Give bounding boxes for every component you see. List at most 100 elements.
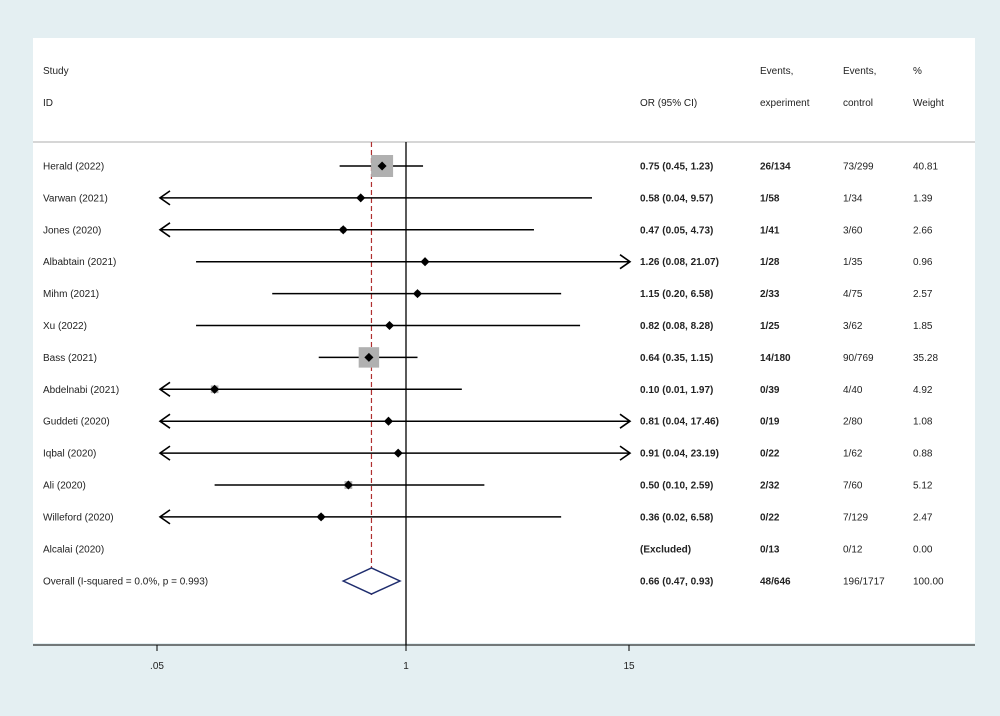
point-estimate bbox=[383, 416, 394, 426]
events-experiment: 1/58 bbox=[760, 193, 780, 204]
ci-arrow-left bbox=[158, 381, 171, 397]
study-row: Ali (2020) 0.50 (0.10, 2.59) 2/32 7/60 5.12 bbox=[43, 480, 933, 492]
header-events-exp-line1: Events, bbox=[760, 66, 793, 77]
events-experiment: 1/28 bbox=[760, 257, 780, 268]
weight-value: 2.57 bbox=[913, 289, 933, 300]
or-ci-value: 0.58 (0.04, 9.57) bbox=[640, 193, 713, 204]
events-control: 2/80 bbox=[843, 417, 863, 428]
study-label: Alcalai (2020) bbox=[43, 544, 104, 555]
events-control: 4/40 bbox=[843, 385, 863, 396]
study-row: Iqbal (2020) 0.91 (0.04, 23.19) 0/22 1/62 0.… bbox=[43, 445, 933, 461]
study-row: Bass (2021) 0.64 (0.35, 1.15) 14/180 90/769… bbox=[43, 347, 938, 368]
ci-arrow-left bbox=[158, 222, 171, 238]
chart-panel bbox=[33, 38, 975, 643]
or-ci-value: 0.82 (0.08, 8.28) bbox=[640, 321, 713, 332]
study-label: Jones (2020) bbox=[43, 225, 101, 236]
header-study-line1: Study bbox=[43, 66, 69, 77]
header-study-line2: ID bbox=[43, 98, 53, 109]
header-events-exp-line2: experiment bbox=[760, 98, 810, 109]
events-experiment: 2/32 bbox=[760, 481, 780, 492]
header-weight-line2: Weight bbox=[913, 98, 944, 109]
header-weight-line1: % bbox=[913, 66, 922, 77]
events-control: 1/35 bbox=[843, 257, 863, 268]
events-experiment: 0/13 bbox=[760, 544, 780, 555]
ci-arrow-left bbox=[158, 190, 171, 206]
ci-arrow-left bbox=[158, 413, 171, 429]
point-estimate bbox=[384, 320, 395, 331]
study-label: Guddeti (2020) bbox=[43, 417, 110, 428]
events-control: 90/769 bbox=[843, 353, 874, 364]
events-experiment: 0/22 bbox=[760, 449, 780, 460]
events-experiment: 2/33 bbox=[760, 289, 780, 300]
events-experiment: 0/39 bbox=[760, 385, 780, 396]
study-row: Varwan (2021) 0.58 (0.04, 9.57) 1/58 1/34 1.… bbox=[43, 190, 933, 206]
weight-value: 0.96 bbox=[913, 257, 933, 268]
events-experiment: 14/180 bbox=[760, 353, 791, 364]
column-headers: Study ID OR (95% CI) Events, experiment … bbox=[43, 66, 944, 109]
events-control: 3/60 bbox=[843, 225, 863, 236]
events-experiment: 1/25 bbox=[760, 321, 780, 332]
weight-value: 1.08 bbox=[913, 417, 933, 428]
weight-value: 1.85 bbox=[913, 321, 933, 332]
study-label: Mihm (2021) bbox=[43, 289, 99, 300]
ci-arrow-right bbox=[619, 254, 632, 270]
overall-or-ci: 0.66 (0.47, 0.93) bbox=[640, 577, 713, 588]
point-estimate bbox=[420, 257, 430, 267]
x-tick-label: 15 bbox=[623, 661, 635, 672]
or-ci-value: 1.15 (0.20, 6.58) bbox=[640, 289, 713, 300]
weight-value: 0.00 bbox=[913, 544, 933, 555]
weight-value: 2.47 bbox=[913, 512, 933, 523]
ci-arrow-right bbox=[619, 445, 632, 461]
study-row: Xu (2022) 0.82 (0.08, 8.28) 1/25 3/62 1.85 bbox=[43, 320, 933, 332]
weight-value: 40.81 bbox=[913, 162, 938, 173]
events-control: 4/75 bbox=[843, 289, 863, 300]
point-estimate bbox=[356, 193, 366, 203]
study-row: Willeford (2020) 0.36 (0.02, 6.58) 0/22 7/1… bbox=[43, 509, 933, 525]
overall-events-experiment: 48/646 bbox=[760, 577, 791, 588]
overall-events-control: 196/1717 bbox=[843, 577, 885, 588]
or-ci-value: 0.75 (0.45, 1.23) bbox=[640, 162, 713, 173]
events-control: 1/34 bbox=[843, 193, 863, 204]
x-tick-label: 1 bbox=[403, 661, 409, 672]
study-label: Ali (2020) bbox=[43, 481, 86, 492]
x-axis-ticks: .05 1 15 bbox=[150, 645, 635, 672]
ci-arrow-right bbox=[619, 413, 632, 429]
events-control: 7/129 bbox=[843, 512, 868, 523]
overall-row: Overall (I-squared = 0.0%, p = 0.993) 0.6… bbox=[43, 567, 944, 595]
point-estimate bbox=[393, 448, 403, 458]
or-ci-value: 0.64 (0.35, 1.15) bbox=[640, 353, 713, 364]
events-experiment: 0/19 bbox=[760, 417, 780, 428]
study-row: Guddeti (2020) 0.81 (0.04, 17.46) 0/19 2/80… bbox=[43, 413, 933, 429]
study-row: Abdelnabi (2021) 0.10 (0.01, 1.97) 0/39 4/4… bbox=[43, 381, 933, 397]
events-control: 7/60 bbox=[843, 481, 863, 492]
study-label: Herald (2022) bbox=[43, 162, 104, 173]
events-experiment: 26/134 bbox=[760, 162, 791, 173]
or-ci-value: (Excluded) bbox=[640, 544, 691, 555]
weight-value: 2.66 bbox=[913, 225, 933, 236]
events-experiment: 0/22 bbox=[760, 512, 780, 523]
study-row: Albabtain (2021) 1.26 (0.08, 21.07) 1/28 1/… bbox=[43, 254, 933, 270]
study-label: Abdelnabi (2021) bbox=[43, 385, 119, 396]
or-ci-value: 0.50 (0.10, 2.59) bbox=[640, 481, 713, 492]
ci-arrow-left bbox=[158, 509, 171, 525]
weight-value: 1.39 bbox=[913, 193, 933, 204]
study-label: Iqbal (2020) bbox=[43, 449, 96, 460]
overall-label: Overall (I-squared = 0.0%, p = 0.993) bbox=[43, 577, 208, 588]
weight-value: 0.88 bbox=[913, 449, 933, 460]
or-ci-value: 0.81 (0.04, 17.46) bbox=[640, 417, 719, 428]
or-ci-value: 0.36 (0.02, 6.58) bbox=[640, 512, 713, 523]
header-events-ctl-line2: control bbox=[843, 98, 873, 109]
study-label: Xu (2022) bbox=[43, 321, 87, 332]
plot-marks bbox=[370, 142, 407, 645]
events-control: 73/299 bbox=[843, 162, 874, 173]
point-estimate bbox=[316, 512, 326, 522]
events-control: 1/62 bbox=[843, 449, 863, 460]
study-row: Herald (2022) 0.75 (0.45, 1.23) 26/134 73/2… bbox=[43, 155, 938, 177]
or-ci-value: 0.10 (0.01, 1.97) bbox=[640, 385, 713, 396]
header-events-ctl-line1: Events, bbox=[843, 66, 876, 77]
study-rows: Herald (2022) 0.75 (0.45, 1.23) 26/134 73/2… bbox=[43, 155, 944, 595]
events-experiment: 1/41 bbox=[760, 225, 780, 236]
study-row: Jones (2020) 0.47 (0.05, 4.73) 1/41 3/60 2.6… bbox=[43, 222, 933, 238]
weight-value: 5.12 bbox=[913, 481, 933, 492]
